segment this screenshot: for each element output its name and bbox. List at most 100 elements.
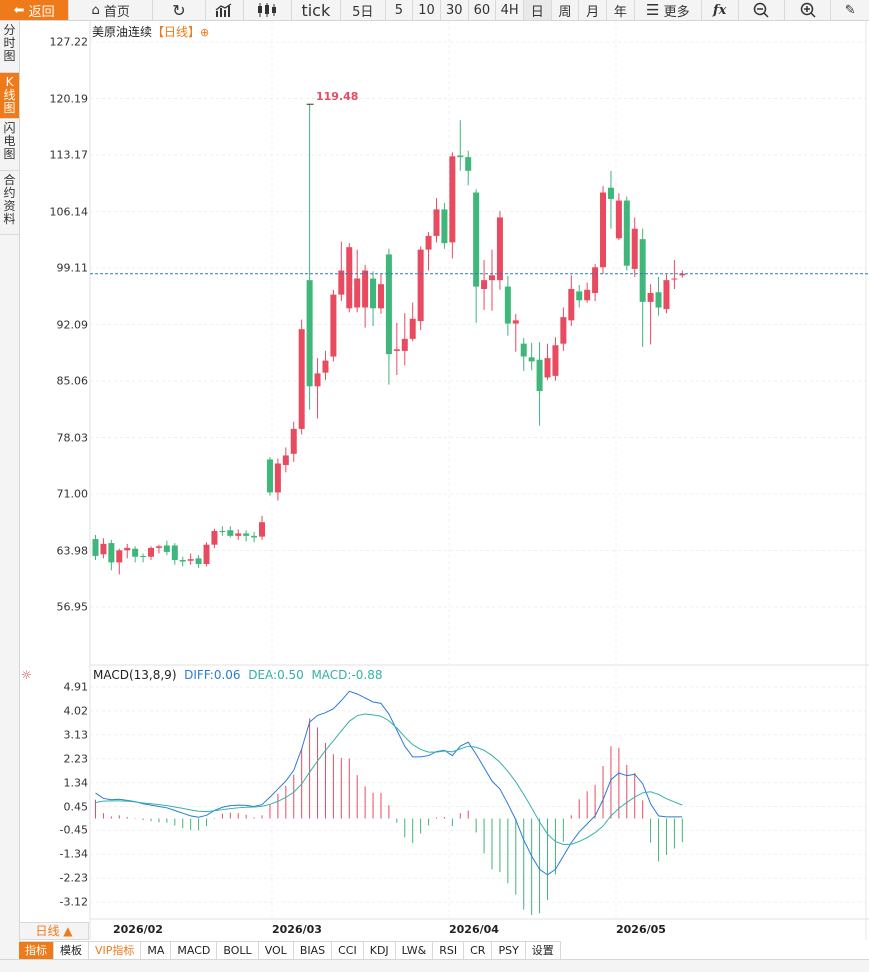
price-tick-label: 106.14	[49, 205, 89, 218]
price-tick-label: 56.95	[56, 600, 89, 614]
indicator-tab-0[interactable]: 指标	[19, 942, 54, 959]
tab-kline[interactable]: K线图	[0, 73, 19, 119]
period-10min[interactable]: 10	[413, 0, 441, 20]
candle-body	[370, 278, 377, 309]
indicator-tab-7[interactable]: BIAS	[293, 942, 333, 959]
indicator-tab-13[interactable]: PSY	[492, 942, 526, 959]
menu-icon: ☰	[646, 1, 660, 19]
period-5min[interactable]: 5	[386, 0, 414, 20]
period-5day[interactable]: 5日	[341, 0, 386, 20]
macd-dea: DEA:0.50	[248, 668, 304, 682]
price-tick-label: 63.98	[56, 544, 89, 557]
candle-body	[124, 547, 131, 551]
time-tick-label: 2026/04	[449, 923, 499, 936]
period-tag: 【日线】	[152, 25, 201, 39]
candle-body	[520, 343, 527, 357]
tab-lightning[interactable]: 闪电图	[0, 119, 19, 171]
macd-tick-label: 3.13	[63, 728, 89, 742]
indicator-tab-6[interactable]: VOL	[258, 942, 294, 959]
refresh-button[interactable]: ↻	[153, 0, 206, 20]
candle-body	[92, 539, 99, 556]
candle-body	[512, 320, 519, 324]
indicator-tab-8[interactable]: CCI	[332, 942, 364, 959]
back-button[interactable]: ⬅ 返回	[0, 0, 70, 20]
candle-body	[600, 192, 607, 268]
indicator-tab-11[interactable]: RSI	[433, 942, 465, 959]
price-tick-label: 127.22	[49, 35, 89, 49]
left-tab-bar: 分时图 K线图 闪电图 合约资料	[0, 21, 20, 971]
candle-type-button[interactable]	[244, 0, 292, 20]
candle-body	[354, 278, 361, 308]
period-day[interactable]: 日	[523, 0, 552, 20]
indicator-tab-9[interactable]: KDJ	[363, 942, 396, 959]
sun-gear-icon: ☼	[21, 668, 32, 682]
price-tick-label: 99.11	[56, 261, 89, 275]
candle-body	[663, 280, 670, 310]
indicator-tab-1[interactable]: 模板	[54, 942, 89, 959]
indicator-tab-14[interactable]: 设置	[525, 942, 561, 959]
back-arrow-icon: ⬅	[13, 2, 25, 18]
candle-body	[655, 292, 662, 308]
indicator-tab-bar: 指标 模板 VIP指标 MA MACD BOLL VOL BIAS CCI KDJ LW& RSI CR…	[19, 941, 561, 959]
candle-body	[536, 359, 543, 392]
candle-body	[171, 545, 178, 560]
macd-value: MACD:-0.88	[311, 668, 383, 682]
macd-tick-label: -0.45	[59, 823, 88, 837]
candle-body	[568, 289, 575, 321]
indicator-tab-2[interactable]: VIP指标	[89, 942, 142, 959]
tab-contract-info[interactable]: 合约资料	[0, 171, 19, 235]
zoom-in-button[interactable]	[785, 0, 832, 20]
candle-body	[314, 373, 321, 387]
tick-button[interactable]: tick	[292, 0, 342, 20]
indicator-tab-10[interactable]: LW&	[395, 942, 434, 959]
candle-body	[393, 349, 400, 351]
candle-body	[607, 187, 614, 199]
indicator-tab-5[interactable]: BOLL	[217, 942, 259, 959]
period-year[interactable]: 年	[607, 0, 635, 20]
period-30min[interactable]: 30	[441, 0, 469, 20]
candle-body	[266, 459, 273, 493]
candle-body	[504, 286, 511, 324]
indicator-tab-12[interactable]: CR	[464, 942, 493, 959]
candle-body	[623, 200, 630, 266]
macd-tick-label: -3.12	[59, 895, 88, 909]
more-button[interactable]: ☰ 更多	[635, 0, 702, 20]
home-button[interactable]: ⌂ 首页	[69, 0, 154, 20]
candle-body	[425, 235, 432, 250]
macd-settings-icon[interactable]: ☼	[21, 668, 32, 682]
candlestick-icon	[258, 3, 277, 17]
period-month[interactable]: 月	[579, 0, 608, 20]
instrument-name: 美原油连续	[92, 25, 153, 39]
candle-body	[417, 249, 424, 322]
tab-timeshare[interactable]: 分时图	[0, 21, 19, 73]
candle-body	[330, 294, 337, 357]
macd-tick-label: 4.02	[63, 704, 89, 718]
period-4h[interactable]: 4H	[496, 0, 524, 20]
candle-body	[338, 270, 345, 295]
macd-tick-label: -1.34	[59, 847, 88, 861]
candle-body	[203, 544, 210, 564]
candle-body	[592, 267, 599, 294]
add-circle-icon[interactable]: ⊕	[200, 26, 210, 39]
indicator-tab-3[interactable]: MA	[141, 942, 172, 959]
chart-type-button[interactable]	[206, 0, 245, 20]
zoom-out-button[interactable]	[739, 0, 785, 20]
candle-body	[155, 546, 162, 548]
candle-body	[187, 559, 194, 561]
indicator-tab-4[interactable]: MACD	[171, 942, 218, 959]
toolbar: ⬅ 返回 ⌂ 首页 ↻ tick 5日 5 10 30 60 4H 日 周 月 …	[0, 0, 869, 21]
period-selector[interactable]: 日线 ▲	[19, 922, 89, 940]
macd-tick-label: -2.23	[59, 871, 88, 885]
candle-body	[163, 545, 170, 552]
macd-legend: MACD(13,8,9) DIFF:0.06 DEA:0.50 MACD:-0.…	[93, 668, 383, 682]
candle-body	[639, 239, 646, 302]
price-tick-label: 71.00	[56, 487, 89, 501]
draw-tool-button[interactable]: ✎	[831, 0, 869, 20]
period-week[interactable]: 周	[552, 0, 580, 20]
period-60min[interactable]: 60	[469, 0, 497, 20]
candle-body	[401, 338, 408, 351]
candle-body	[385, 254, 392, 355]
formula-button[interactable]: fx	[702, 0, 739, 20]
zoom-out-icon	[754, 2, 769, 18]
